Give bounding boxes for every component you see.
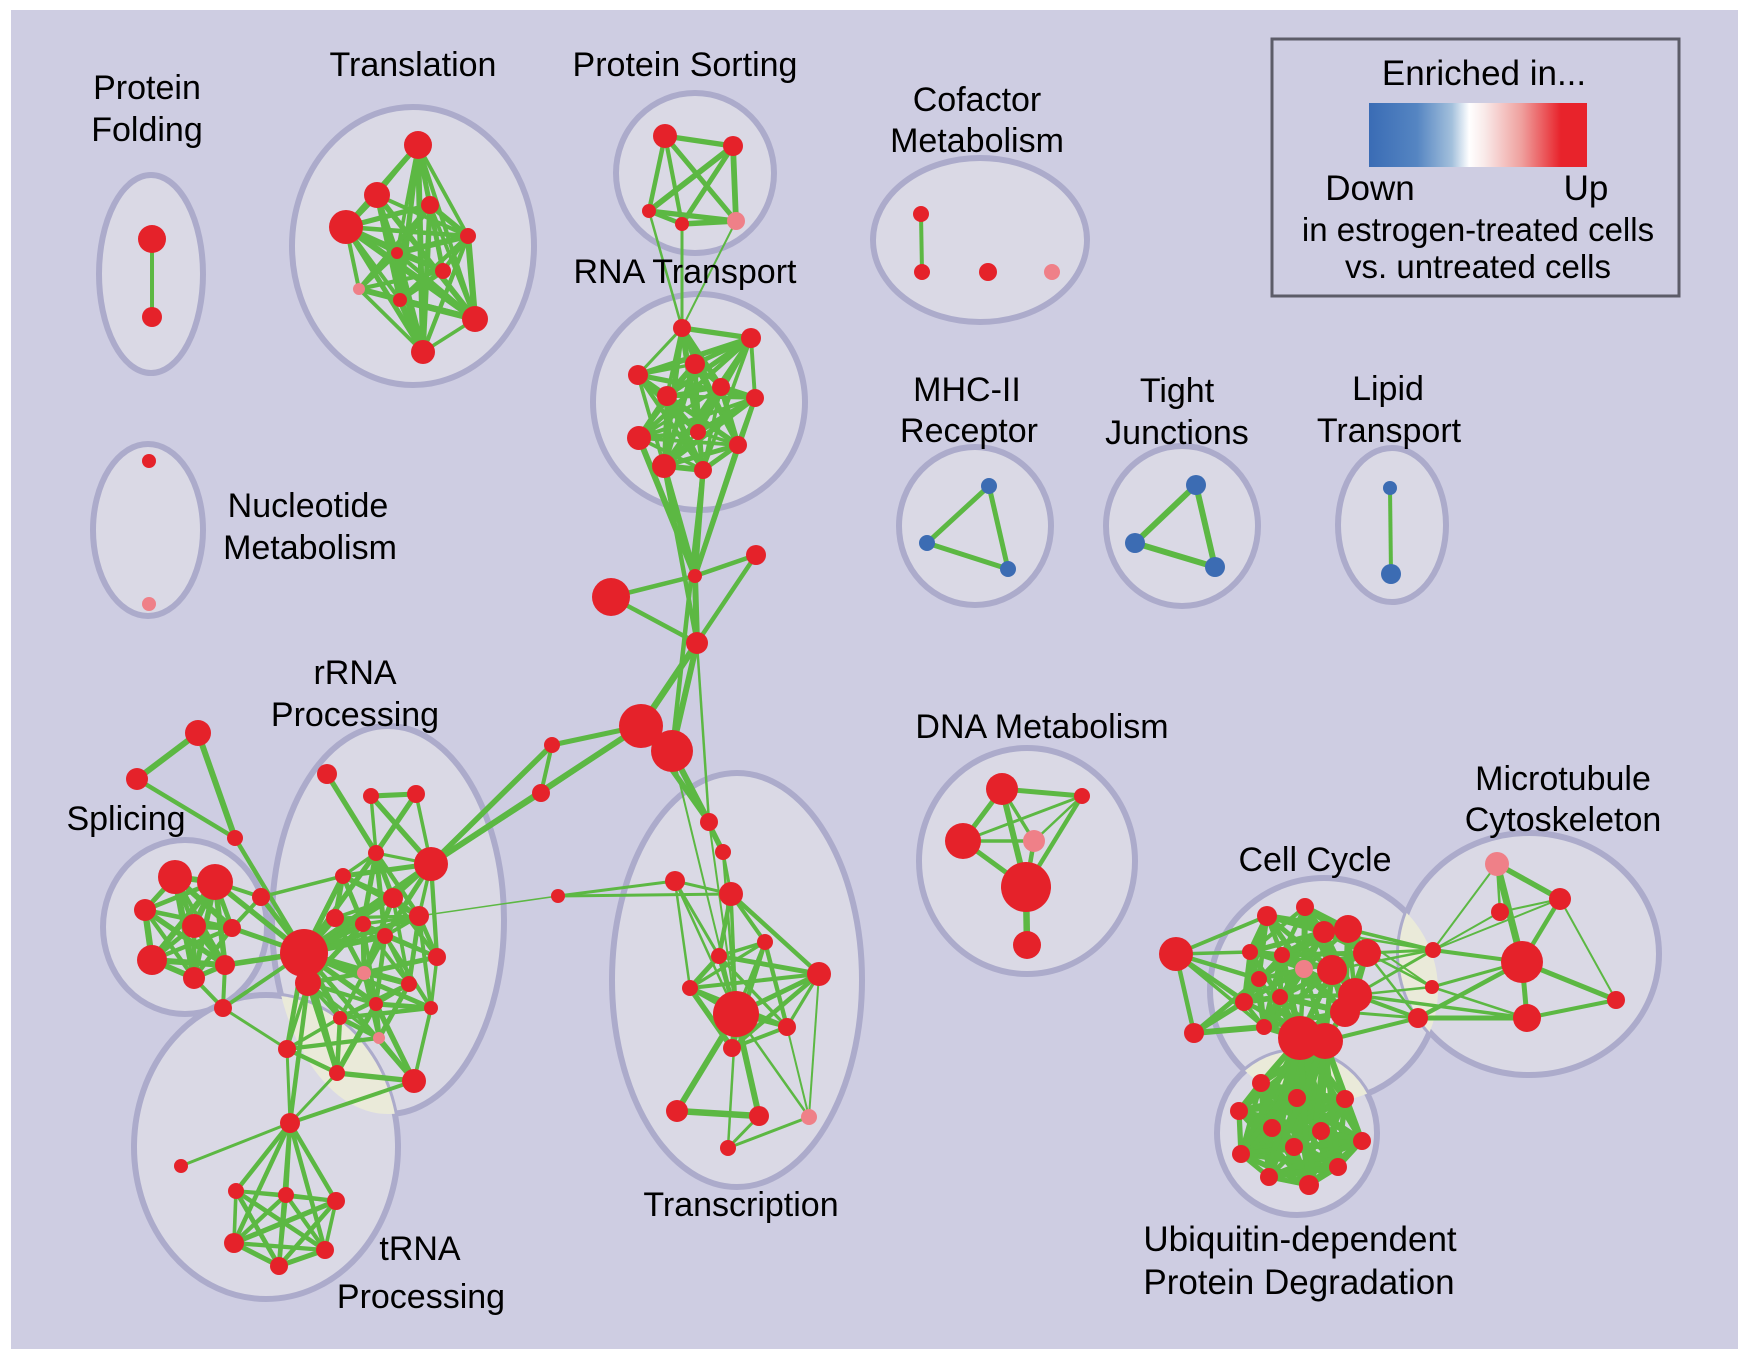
svg-text:Protein Degradation: Protein Degradation bbox=[1143, 1263, 1454, 1302]
svg-text:Translation: Translation bbox=[330, 46, 497, 84]
svg-text:Metabolism: Metabolism bbox=[890, 122, 1064, 160]
svg-text:Processing: Processing bbox=[337, 1278, 505, 1316]
svg-text:Folding: Folding bbox=[91, 111, 203, 149]
svg-text:Transport: Transport bbox=[1317, 412, 1462, 450]
svg-text:Nucleotide: Nucleotide bbox=[228, 487, 389, 525]
svg-text:Tight: Tight bbox=[1140, 372, 1215, 410]
svg-text:Protein: Protein bbox=[93, 69, 201, 107]
svg-text:Microtubule: Microtubule bbox=[1475, 760, 1651, 798]
svg-text:Lipid: Lipid bbox=[1352, 370, 1424, 408]
svg-text:Ubiquitin-dependent: Ubiquitin-dependent bbox=[1143, 1220, 1457, 1259]
svg-text:Up: Up bbox=[1564, 169, 1609, 208]
svg-text:Junctions: Junctions bbox=[1105, 414, 1249, 452]
svg-text:DNA Metabolism: DNA Metabolism bbox=[915, 708, 1168, 746]
svg-text:Processing: Processing bbox=[271, 696, 439, 734]
svg-text:rRNA: rRNA bbox=[313, 654, 396, 692]
svg-text:Transcription: Transcription bbox=[643, 1186, 838, 1224]
svg-text:RNA Transport: RNA Transport bbox=[574, 253, 798, 291]
svg-text:Cytoskeleton: Cytoskeleton bbox=[1465, 801, 1662, 839]
svg-text:Down: Down bbox=[1325, 169, 1414, 208]
svg-text:Cell Cycle: Cell Cycle bbox=[1238, 841, 1391, 879]
svg-text:tRNA: tRNA bbox=[379, 1230, 461, 1268]
svg-text:vs. untreated cells: vs. untreated cells bbox=[1345, 248, 1611, 285]
svg-text:Splicing: Splicing bbox=[66, 800, 185, 838]
svg-text:Protein Sorting: Protein Sorting bbox=[573, 46, 798, 84]
svg-text:Receptor: Receptor bbox=[900, 412, 1038, 450]
svg-text:MHC-II: MHC-II bbox=[913, 371, 1021, 409]
svg-text:Enriched in...: Enriched in... bbox=[1382, 54, 1586, 93]
svg-text:in estrogen-treated cells: in estrogen-treated cells bbox=[1302, 211, 1654, 248]
svg-text:Metabolism: Metabolism bbox=[223, 529, 397, 567]
svg-text:Cofactor: Cofactor bbox=[913, 81, 1042, 119]
